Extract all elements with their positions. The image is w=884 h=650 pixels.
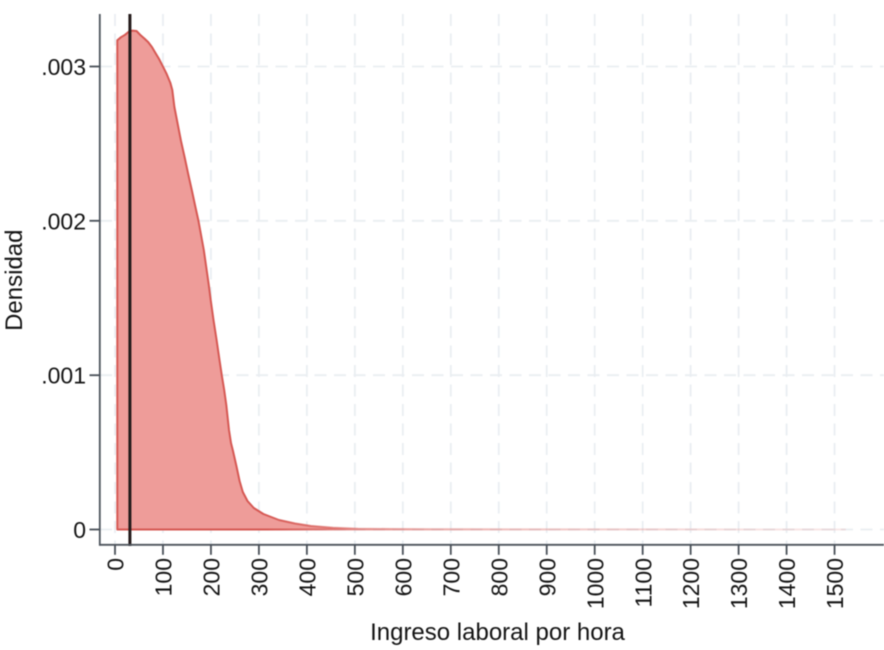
svg-text:500: 500	[342, 558, 368, 596]
svg-text:900: 900	[534, 558, 560, 596]
svg-text:800: 800	[486, 558, 512, 596]
svg-text:700: 700	[438, 558, 464, 596]
svg-text:1500: 1500	[822, 558, 848, 609]
svg-text:1000: 1000	[582, 558, 608, 609]
svg-text:.003: .003	[41, 54, 86, 80]
svg-text:.002: .002	[41, 208, 86, 234]
svg-text:100: 100	[151, 558, 177, 596]
svg-text:1100: 1100	[630, 558, 656, 607]
svg-text:200: 200	[199, 558, 225, 596]
svg-text:.001: .001	[41, 363, 86, 389]
svg-text:400: 400	[295, 558, 321, 596]
svg-text:1400: 1400	[774, 558, 800, 609]
svg-text:0: 0	[103, 558, 129, 571]
svg-text:Ingreso laboral por hora: Ingreso laboral por hora	[370, 619, 625, 646]
svg-text:0: 0	[73, 517, 86, 543]
svg-text:Densidad: Densidad	[1, 229, 28, 330]
svg-text:1300: 1300	[726, 558, 752, 609]
svg-text:1200: 1200	[678, 558, 704, 609]
svg-text:300: 300	[247, 558, 273, 596]
svg-text:600: 600	[390, 558, 416, 596]
